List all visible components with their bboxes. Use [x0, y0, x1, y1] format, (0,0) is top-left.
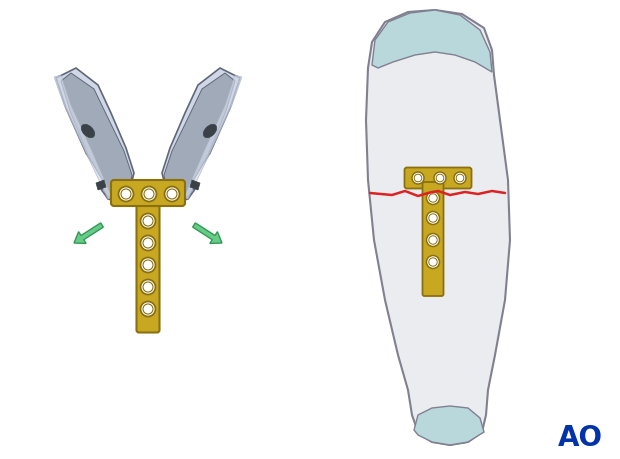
Text: AO: AO — [557, 424, 603, 452]
Circle shape — [454, 172, 466, 184]
Polygon shape — [366, 10, 510, 445]
Circle shape — [141, 302, 156, 317]
Circle shape — [427, 256, 440, 269]
Ellipse shape — [81, 124, 95, 138]
Polygon shape — [61, 73, 132, 198]
Circle shape — [143, 282, 153, 292]
Polygon shape — [164, 73, 235, 198]
Circle shape — [143, 304, 153, 314]
Circle shape — [143, 238, 153, 248]
Polygon shape — [54, 75, 112, 199]
FancyArrow shape — [193, 223, 222, 243]
Circle shape — [427, 191, 440, 205]
FancyBboxPatch shape — [422, 182, 443, 296]
Circle shape — [436, 174, 444, 182]
Circle shape — [429, 214, 437, 222]
FancyBboxPatch shape — [111, 180, 185, 206]
Circle shape — [141, 186, 156, 202]
Circle shape — [141, 257, 156, 273]
Circle shape — [429, 194, 437, 202]
Polygon shape — [414, 406, 484, 445]
FancyBboxPatch shape — [136, 202, 159, 332]
Circle shape — [143, 216, 153, 226]
FancyBboxPatch shape — [404, 168, 471, 189]
Polygon shape — [184, 75, 242, 199]
Circle shape — [429, 236, 437, 244]
Ellipse shape — [203, 124, 216, 138]
Circle shape — [141, 235, 156, 251]
Circle shape — [121, 189, 131, 199]
Polygon shape — [96, 180, 106, 190]
FancyArrow shape — [74, 223, 104, 243]
Polygon shape — [162, 68, 240, 202]
Circle shape — [141, 280, 156, 295]
Circle shape — [427, 212, 440, 224]
Circle shape — [167, 189, 177, 199]
Polygon shape — [372, 10, 492, 72]
Circle shape — [412, 172, 424, 184]
Circle shape — [429, 258, 437, 266]
Circle shape — [427, 234, 440, 246]
Circle shape — [141, 213, 156, 229]
Polygon shape — [190, 180, 200, 190]
Circle shape — [164, 186, 180, 202]
Circle shape — [143, 260, 153, 270]
Polygon shape — [56, 68, 134, 202]
Circle shape — [434, 172, 446, 184]
Circle shape — [456, 174, 464, 182]
Circle shape — [414, 174, 422, 182]
Circle shape — [118, 186, 133, 202]
Circle shape — [144, 189, 154, 199]
